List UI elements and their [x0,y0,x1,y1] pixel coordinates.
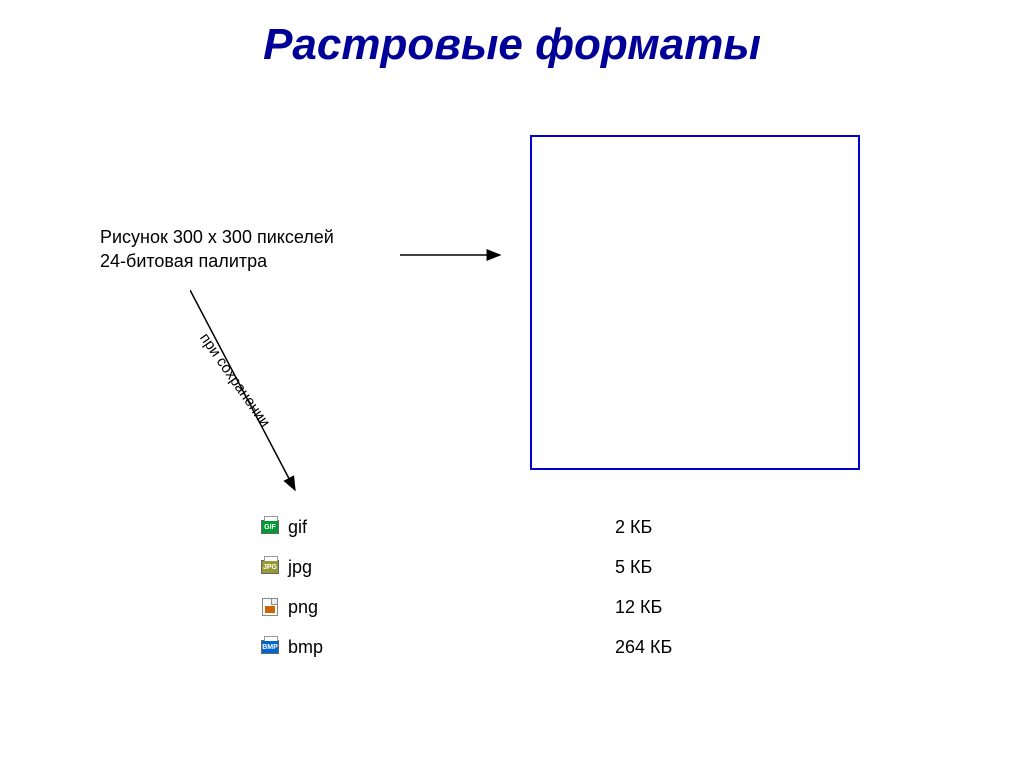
image-description: Рисунок 300 х 300 пикселей 24-битовая па… [100,225,334,274]
file-label: gif [288,517,307,538]
file-label: bmp [288,637,323,658]
slide-title: Растровые форматы [0,0,1024,70]
description-line1: Рисунок 300 х 300 пикселей [100,225,334,249]
file-format-list: GIF gif JPG jpg png BMP bmp [260,508,323,668]
gif-icon: GIF [260,517,280,537]
arrow-right-icon [400,245,510,265]
image-placeholder-square [530,135,860,470]
file-size-list: 2 КБ 5 КБ 12 КБ 264 КБ [615,508,672,668]
arrow-diagonal-icon [190,290,310,510]
size-row: 12 КБ [615,588,672,626]
size-row: 264 КБ [615,628,672,666]
file-row-jpg: JPG jpg [260,548,323,586]
bmp-icon: BMP [260,637,280,657]
file-row-bmp: BMP bmp [260,628,323,666]
size-row: 2 КБ [615,508,672,546]
file-row-gif: GIF gif [260,508,323,546]
description-line2: 24-битовая палитра [100,249,334,273]
jpg-icon: JPG [260,557,280,577]
size-row: 5 КБ [615,548,672,586]
file-row-png: png [260,588,323,626]
file-label: jpg [288,557,312,578]
png-icon [260,597,280,617]
file-label: png [288,597,318,618]
